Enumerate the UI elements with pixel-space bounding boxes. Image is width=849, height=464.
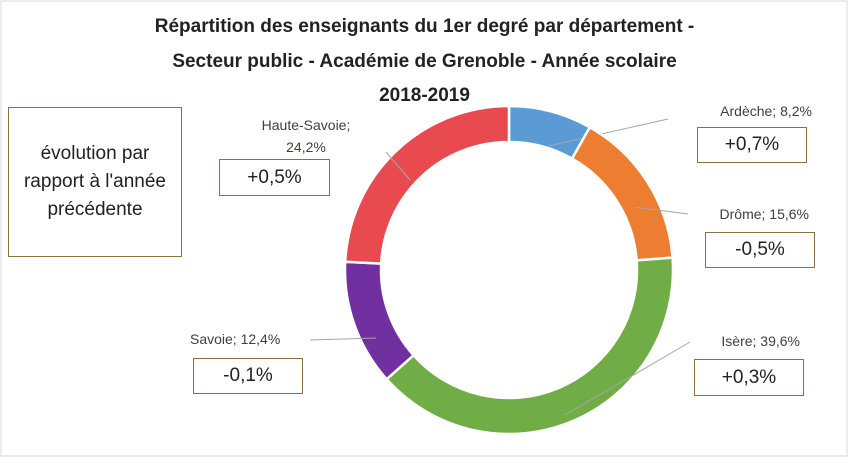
leader-line <box>309 337 377 341</box>
change-box: -0,1% <box>193 358 303 394</box>
data-label: Savoie; 12,4% <box>190 331 281 347</box>
chart-title: 2018-2019 <box>379 85 470 106</box>
change-box: +0,3% <box>694 359 804 396</box>
change-box: +0,5% <box>219 159 330 196</box>
leader-line <box>633 206 689 215</box>
change-box: -0,5% <box>705 232 815 268</box>
chart-title: Secteur public - Académie de Grenoble - … <box>172 51 677 72</box>
donut-segment <box>343 260 416 381</box>
data-label: Drôme; 15,6% <box>719 206 809 222</box>
donut-segment <box>343 104 511 265</box>
leader-line <box>547 118 669 147</box>
donut-segment <box>384 256 675 436</box>
change-box: +0,7% <box>697 127 807 163</box>
donut-segment <box>570 125 674 262</box>
leader-line <box>385 151 411 181</box>
leader-line <box>564 341 691 416</box>
data-label: Isère; 39,6% <box>721 333 800 349</box>
data-label: Haute-Savoie; 24,2% <box>261 117 351 155</box>
data-label: Ardèche; 8,2% <box>720 103 812 119</box>
note-box: évolution par rapport à l'année précéden… <box>8 107 182 257</box>
chart-title: Répartition des enseignants du 1er degré… <box>154 16 695 37</box>
